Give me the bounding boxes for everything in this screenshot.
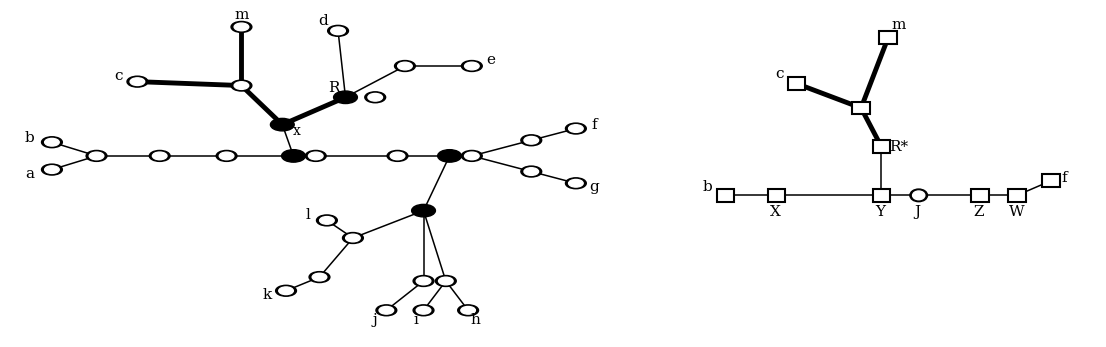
Circle shape — [565, 123, 586, 134]
Circle shape — [565, 178, 586, 189]
Bar — [717, 189, 734, 202]
Text: X: X — [770, 205, 781, 219]
Circle shape — [231, 80, 252, 91]
Circle shape — [368, 93, 383, 101]
Bar — [1009, 189, 1025, 202]
Text: W: W — [1009, 205, 1025, 219]
Text: R: R — [328, 81, 340, 94]
Text: J: J — [915, 205, 920, 219]
Text: f: f — [592, 118, 597, 132]
Bar — [1042, 175, 1060, 187]
Circle shape — [458, 305, 479, 316]
Circle shape — [439, 277, 453, 285]
Circle shape — [387, 151, 408, 161]
Text: k: k — [263, 288, 272, 302]
Circle shape — [568, 179, 583, 187]
Circle shape — [149, 151, 170, 161]
Circle shape — [568, 125, 583, 132]
Text: b: b — [24, 131, 34, 145]
Circle shape — [524, 168, 539, 175]
Circle shape — [414, 305, 434, 316]
Text: l: l — [306, 208, 311, 221]
Circle shape — [327, 25, 348, 36]
Circle shape — [216, 151, 237, 161]
Circle shape — [127, 76, 148, 87]
Circle shape — [521, 166, 542, 177]
Text: m: m — [234, 8, 249, 22]
Circle shape — [416, 306, 431, 314]
Bar — [971, 189, 989, 202]
Circle shape — [305, 151, 326, 161]
Circle shape — [379, 306, 394, 314]
Circle shape — [416, 277, 431, 285]
Circle shape — [524, 136, 539, 144]
Bar — [768, 189, 785, 202]
Text: Z: Z — [973, 205, 983, 219]
Circle shape — [438, 150, 461, 162]
Circle shape — [436, 276, 457, 287]
Circle shape — [398, 62, 413, 70]
Circle shape — [376, 305, 397, 316]
Circle shape — [234, 23, 249, 31]
Bar — [873, 189, 890, 202]
Circle shape — [414, 276, 434, 287]
Circle shape — [275, 285, 296, 296]
Circle shape — [309, 152, 323, 160]
Circle shape — [42, 137, 62, 148]
Circle shape — [312, 273, 326, 281]
Circle shape — [271, 118, 294, 131]
Bar — [873, 141, 890, 153]
Circle shape — [346, 234, 361, 242]
Text: f: f — [1062, 171, 1067, 185]
Circle shape — [331, 27, 345, 35]
Circle shape — [234, 82, 249, 90]
Circle shape — [334, 91, 357, 103]
Bar — [853, 102, 870, 114]
Circle shape — [365, 92, 386, 103]
Text: e: e — [486, 53, 494, 67]
Circle shape — [316, 215, 337, 226]
Circle shape — [153, 152, 167, 160]
Circle shape — [86, 151, 107, 161]
Circle shape — [521, 135, 542, 146]
Circle shape — [912, 191, 925, 200]
Text: i: i — [414, 313, 418, 327]
Circle shape — [131, 78, 145, 85]
Circle shape — [465, 62, 479, 70]
Text: R*: R* — [889, 140, 908, 154]
Text: j: j — [373, 313, 377, 327]
Text: Y: Y — [875, 205, 885, 219]
Circle shape — [390, 152, 405, 160]
Circle shape — [44, 166, 60, 174]
Text: b: b — [702, 180, 712, 194]
Text: a: a — [25, 167, 34, 180]
Bar — [879, 31, 897, 44]
Text: x: x — [293, 124, 301, 137]
Circle shape — [282, 150, 305, 162]
Circle shape — [320, 217, 334, 224]
Circle shape — [44, 138, 60, 146]
Circle shape — [42, 164, 62, 175]
Text: m: m — [891, 18, 906, 32]
Circle shape — [910, 189, 928, 202]
Circle shape — [465, 152, 479, 160]
Circle shape — [411, 204, 436, 217]
Circle shape — [461, 60, 482, 71]
Circle shape — [461, 306, 476, 314]
Text: d: d — [319, 14, 328, 28]
Circle shape — [309, 272, 330, 282]
Circle shape — [461, 151, 482, 161]
Circle shape — [90, 152, 104, 160]
Circle shape — [279, 287, 293, 295]
Text: g: g — [589, 180, 599, 194]
Text: c: c — [115, 69, 123, 83]
Circle shape — [219, 152, 233, 160]
Text: h: h — [471, 313, 480, 327]
Circle shape — [343, 232, 364, 244]
Circle shape — [395, 60, 416, 71]
Circle shape — [231, 22, 252, 32]
Text: c: c — [775, 67, 784, 81]
Bar — [787, 77, 805, 90]
